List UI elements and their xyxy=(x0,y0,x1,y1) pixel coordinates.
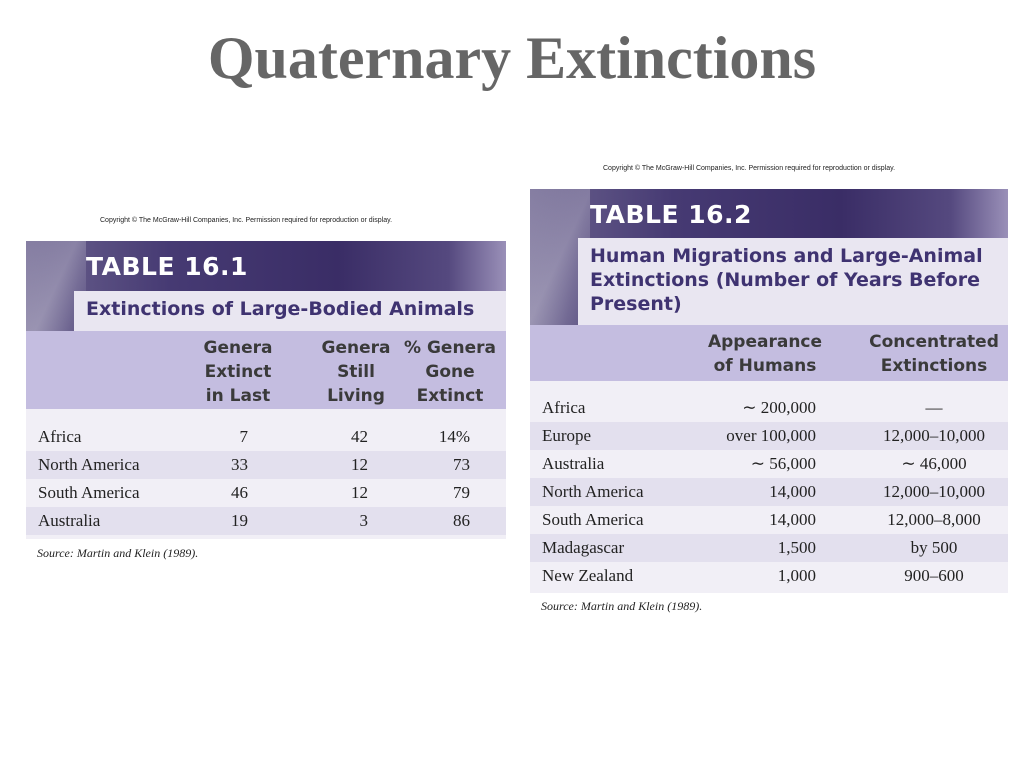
table-cell: 79 xyxy=(453,483,470,502)
table-cell: by 500 xyxy=(910,538,958,557)
table2-source: Source: Martin and Klein (1989). xyxy=(541,599,703,613)
table1-source: Source: Martin and Klein (1989). xyxy=(37,546,199,560)
table2-col-appearance: Appearance of Humans xyxy=(707,332,823,376)
table1-col-percent-extinct: % Genera Gone Extinct xyxy=(404,338,496,406)
table-cell: 73 xyxy=(453,455,470,474)
table-cell: 14,000 xyxy=(769,510,816,529)
table-row: South America 46 12 79 xyxy=(26,479,506,507)
table-cell: 12,000–10,000 xyxy=(883,426,985,445)
table-cell: 1,000 xyxy=(777,566,816,585)
row-label: North America xyxy=(38,455,140,474)
row-label: Australia xyxy=(542,454,605,473)
table2-copyright: Copyright © The McGraw-Hill Companies, I… xyxy=(603,165,896,172)
table-cell: 42 xyxy=(351,427,368,446)
table2-header-row: Appearance of Humans Concentrated Extinc… xyxy=(530,325,1008,381)
row-label: South America xyxy=(38,483,140,502)
table-row: Europe over 100,000 12,000–10,000 xyxy=(530,422,1008,450)
slide-title: Quaternary Extinctions xyxy=(207,25,817,91)
row-label: Africa xyxy=(38,427,82,446)
table-cell: 12,000–8,000 xyxy=(887,510,981,529)
table1-caption: Extinctions of Large-Bodied Animals xyxy=(74,291,506,331)
table-cell: 12 xyxy=(351,455,368,474)
row-label: North America xyxy=(542,482,644,501)
table-row: South America 14,000 12,000–8,000 xyxy=(530,506,1008,534)
row-label: Europe xyxy=(542,426,592,445)
table-cell: 86 xyxy=(453,511,470,530)
row-label: New Zealand xyxy=(542,566,634,585)
table-cell: 14,000 xyxy=(769,482,816,501)
table-cell: 14% xyxy=(438,427,470,446)
table-cell: 46 xyxy=(231,483,248,502)
table-row: North America 33 12 73 xyxy=(26,451,506,479)
table-16-1: TABLE 16.1 Extinctions of Large-Bodied A… xyxy=(26,241,506,571)
table-cell: 900–600 xyxy=(904,566,964,585)
table2-caption: Human Migrations and Large-Animal Extinc… xyxy=(578,238,1008,325)
table-cell: ∼ 46,000 xyxy=(901,454,967,473)
row-label: Africa xyxy=(542,398,586,417)
table-cell: 12,000–10,000 xyxy=(883,482,985,501)
table-row: Australia ∼ 56,000 ∼ 46,000 xyxy=(530,450,1008,478)
table-cell: over 100,000 xyxy=(726,426,816,445)
table-cell: 12 xyxy=(351,483,368,502)
table-cell: 7 xyxy=(239,427,249,446)
table-cell: 1,500 xyxy=(777,538,816,557)
table-row: Africa ∼ 200,000 — xyxy=(530,394,1008,422)
table-cell: 3 xyxy=(359,511,369,530)
table1-col-genera-living: Genera Still Living xyxy=(321,338,391,406)
row-label: Madagascar xyxy=(542,538,625,557)
table-16-2: TABLE 16.2 Human Migrations and Large-An… xyxy=(530,189,1008,599)
row-label: Australia xyxy=(38,511,101,530)
row-label: South America xyxy=(542,510,644,529)
table1-copyright: Copyright © The McGraw-Hill Companies, I… xyxy=(100,217,393,224)
table1-header-row: Genera Extinct in Last 100,000 Years Gen… xyxy=(26,331,506,430)
table-row: Africa 7 42 14% xyxy=(26,423,506,451)
table-row: New Zealand 1,000 900–600 xyxy=(530,562,1008,590)
table-cell: 19 xyxy=(231,511,248,530)
table2-number: TABLE 16.2 xyxy=(590,200,752,229)
table-cell: — xyxy=(925,398,943,417)
table-row: Madagascar 1,500 by 500 xyxy=(530,534,1008,562)
table1-number: TABLE 16.1 xyxy=(86,252,248,281)
table-cell: ∼ 200,000 xyxy=(742,398,816,417)
table-cell: ∼ 56,000 xyxy=(750,454,816,473)
table-row: North America 14,000 12,000–10,000 xyxy=(530,478,1008,506)
table-cell: 33 xyxy=(231,455,248,474)
table-row: Australia 19 3 86 xyxy=(26,507,506,535)
table2-col-concentrated: Concentrated Extinctions xyxy=(869,332,999,376)
